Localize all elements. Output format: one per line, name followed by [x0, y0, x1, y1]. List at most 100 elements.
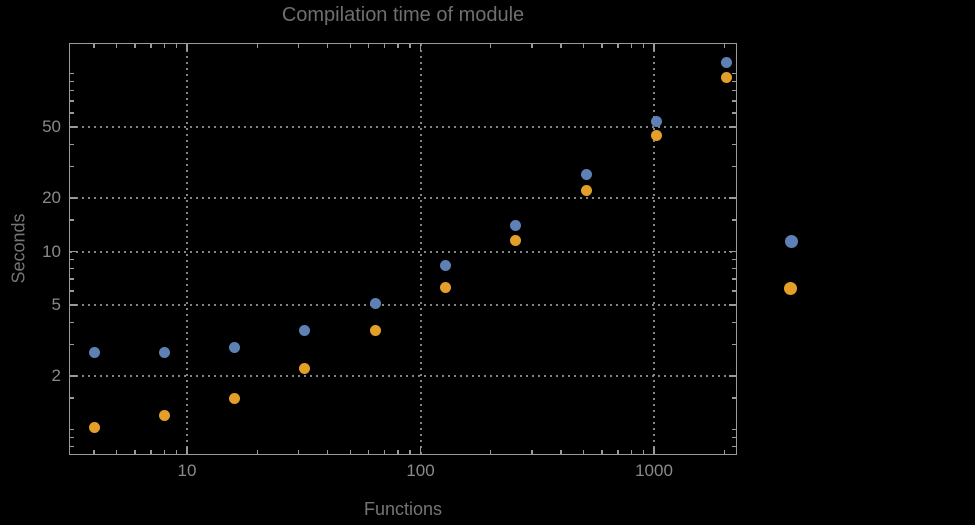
- data-point-series-2: [440, 281, 452, 293]
- y-gridline: [70, 250, 736, 253]
- y-gridline: [70, 196, 736, 199]
- y-tick: [732, 278, 736, 280]
- x-tick: [560, 450, 562, 454]
- y-tick: [70, 250, 77, 253]
- x-tick: [642, 44, 644, 48]
- x-tick: [397, 44, 399, 48]
- x-tick: [367, 44, 370, 48]
- y-tick: [732, 321, 736, 324]
- x-tick: [175, 44, 177, 48]
- y-tick: [732, 100, 736, 102]
- data-point-series-2: [369, 324, 381, 336]
- x-tick: [653, 447, 655, 454]
- y-tick: [70, 436, 74, 439]
- y-tick: [70, 343, 74, 346]
- x-tick: [397, 450, 399, 454]
- chart-title: Compilation time of module: [281, 4, 525, 26]
- x-tick: [560, 44, 562, 48]
- y-tick: [70, 258, 74, 261]
- x-tick: [256, 44, 258, 48]
- data-point-series-1: [580, 169, 592, 181]
- x-tick: [630, 450, 633, 454]
- data-point-series-1: [721, 56, 733, 68]
- y-tick: [70, 446, 74, 448]
- x-gridline: [186, 44, 188, 454]
- legend-marker: [783, 281, 797, 295]
- y-tick: [70, 278, 74, 280]
- y-tick: [732, 268, 736, 270]
- x-tick: [349, 450, 351, 454]
- y-tick: [729, 126, 736, 128]
- x-tick: [163, 44, 166, 48]
- y-tick-label: 5: [51, 295, 61, 315]
- data-point-series-1: [440, 260, 452, 272]
- data-point-series-1: [229, 341, 241, 353]
- x-gridline: [653, 44, 655, 454]
- x-tick: [723, 44, 725, 48]
- x-tick: [93, 450, 95, 454]
- data-point-series-1: [650, 115, 662, 127]
- x-tick: [349, 44, 351, 48]
- data-point-series-2: [299, 363, 311, 375]
- y-tick: [732, 112, 736, 114]
- data-point-series-2: [229, 392, 241, 404]
- y-tick: [70, 428, 74, 431]
- y-tick: [70, 100, 74, 102]
- x-tick: [583, 450, 585, 454]
- y-tick: [732, 290, 736, 292]
- y-tick: [732, 165, 736, 168]
- x-tick: [297, 450, 300, 454]
- y-tick: [70, 72, 74, 75]
- x-tick: [326, 44, 329, 48]
- x-tick: [723, 450, 725, 454]
- x-tick: [531, 44, 533, 48]
- data-point-series-2: [721, 71, 733, 83]
- y-tick-label: 20: [42, 187, 61, 207]
- x-tick: [531, 450, 533, 454]
- data-point-series-2: [158, 409, 170, 421]
- x-tick: [490, 44, 492, 48]
- y-tick: [70, 290, 74, 292]
- y-tick: [732, 428, 736, 431]
- x-tick: [116, 450, 118, 454]
- y-tick: [732, 436, 736, 439]
- data-point-series-1: [299, 324, 311, 336]
- y-tick: [732, 397, 736, 399]
- x-tick-label: 10: [177, 461, 197, 480]
- y-tick: [732, 80, 736, 83]
- x-tick: [617, 44, 619, 48]
- y-tick: [70, 165, 74, 168]
- x-tick: [93, 44, 95, 48]
- x-tick: [256, 450, 258, 454]
- data-point-series-1: [369, 298, 381, 310]
- y-tick: [732, 90, 736, 92]
- x-axis-label: Functions: [363, 499, 443, 519]
- y-tick: [732, 143, 736, 146]
- x-tick: [150, 44, 152, 48]
- data-point-series-2: [88, 421, 100, 433]
- x-tick: [163, 450, 166, 454]
- x-tick: [186, 447, 188, 454]
- y-tick: [70, 268, 74, 270]
- x-tick: [653, 44, 655, 51]
- x-tick: [601, 450, 603, 454]
- y-tick-label: 50: [42, 117, 61, 137]
- x-tick: [383, 450, 386, 454]
- y-tick: [732, 446, 736, 448]
- y-tick: [729, 250, 736, 253]
- legend-marker: [784, 234, 798, 248]
- y-tick: [732, 343, 736, 346]
- y-tick: [70, 321, 74, 324]
- y-gridline: [70, 304, 736, 307]
- x-tick: [490, 450, 492, 454]
- y-tick-label: 2: [51, 365, 61, 385]
- y-tick: [732, 258, 736, 261]
- y-tick: [70, 112, 74, 114]
- x-tick: [150, 450, 152, 454]
- x-tick: [297, 44, 300, 48]
- x-tick: [642, 450, 644, 454]
- y-tick: [70, 219, 74, 221]
- data-point-series-2: [650, 129, 662, 141]
- x-tick: [186, 44, 188, 51]
